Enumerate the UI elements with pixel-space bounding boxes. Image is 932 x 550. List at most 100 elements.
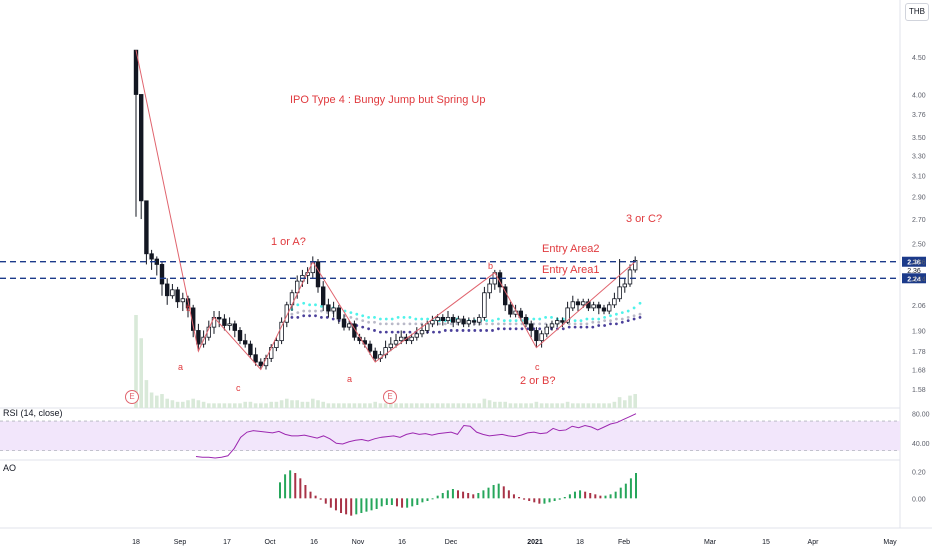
ao-bar — [289, 470, 292, 499]
volume-bar — [607, 403, 611, 408]
ao-bar — [533, 498, 536, 503]
ma-slow-dot — [479, 329, 483, 332]
ma-fast-dot — [396, 315, 400, 319]
volume-bar — [409, 403, 414, 408]
ma-mid-dot — [349, 315, 353, 319]
candle-body — [341, 318, 347, 328]
x-tick-label: Nov — [352, 539, 365, 546]
candle-body — [279, 321, 284, 342]
volume-bar — [498, 401, 502, 408]
ma-slow-dot — [455, 329, 459, 332]
candle-body — [388, 343, 393, 348]
ma-slow-dot — [626, 319, 630, 323]
candle-body — [575, 301, 581, 306]
ao-bar — [416, 498, 419, 505]
sub-wave-b1: b — [186, 303, 192, 313]
rsi-pane[interactable] — [0, 413, 900, 459]
ao-bar — [406, 498, 409, 508]
ma-mid-dot — [632, 314, 636, 318]
ao-title[interactable]: AO — [3, 463, 17, 473]
ma-mid-dot — [290, 312, 294, 316]
volume-bar — [363, 403, 367, 408]
candle-body — [315, 261, 321, 288]
candle-body — [164, 283, 170, 297]
price-tick-label: 3.10 — [912, 173, 926, 180]
rsi-tick-label: 80.00 — [912, 412, 930, 419]
candle-body — [471, 320, 477, 323]
candle-body — [596, 304, 601, 309]
level-price-label: 2.36 — [907, 260, 921, 267]
price-tick-label: 3.76 — [912, 112, 926, 119]
volume-bar — [628, 395, 632, 408]
earnings-badge[interactable]: E — [125, 390, 139, 404]
wave-label-1a: 1 or A? — [271, 236, 306, 248]
candle-body — [248, 343, 253, 356]
ao-bar — [594, 494, 597, 499]
ma-fast-dot — [491, 319, 494, 323]
volume-bar — [441, 403, 445, 408]
volume-bar — [394, 403, 398, 408]
x-tick-label: Apr — [808, 539, 820, 546]
ma-mid-dot — [573, 322, 577, 326]
currency-badge[interactable]: THB — [905, 3, 929, 21]
sub-wave-c1: c — [236, 383, 241, 393]
candle-body — [476, 316, 482, 323]
ma-mid-dot — [485, 322, 488, 326]
volume-bar — [602, 403, 606, 408]
earnings-badge-label: E — [129, 392, 135, 401]
rsi-tick-label: 40.00 — [912, 441, 930, 448]
level-price-label: 2.24 — [907, 276, 921, 283]
ma-fast-dot — [544, 315, 547, 319]
candle-body — [320, 286, 326, 306]
ao-bar — [482, 490, 485, 499]
candle-body — [196, 330, 201, 345]
volume-bar — [482, 398, 487, 408]
ma-slow-dot — [379, 330, 382, 334]
candle-body — [414, 333, 419, 338]
ao-bar — [340, 498, 343, 513]
candle-body — [409, 336, 414, 342]
ao-bar — [401, 498, 404, 508]
x-tick-label: 16 — [310, 539, 318, 546]
ma-slow-dot — [526, 327, 530, 331]
volume-bar — [633, 394, 637, 408]
rsi-title[interactable]: RSI (14, close) — [3, 408, 63, 418]
rsi-band — [0, 421, 900, 451]
sub-wave-c2: c — [535, 362, 540, 372]
candle-body — [175, 289, 180, 303]
entry-levels[interactable]: 2.362.242.36 — [0, 256, 926, 284]
candle-body — [529, 323, 534, 331]
volume-bar — [191, 398, 195, 408]
ma-slow-dot — [449, 329, 453, 332]
price-tick-label: 2.90 — [912, 194, 926, 201]
volume-bar — [612, 401, 617, 408]
ma-slow-dot — [290, 315, 294, 319]
ma-fast-dot — [349, 311, 353, 315]
ma-fast-dot — [420, 317, 424, 321]
ma-slow-dot — [502, 327, 506, 331]
ao-pane[interactable] — [279, 470, 637, 516]
x-tick-label: Oct — [265, 539, 276, 546]
candle-body — [294, 280, 300, 294]
candle-body — [544, 326, 549, 335]
x-tick-label: 16 — [398, 539, 406, 546]
volume-bar — [591, 403, 596, 408]
ma-fast-dot — [302, 301, 306, 305]
ma-fast-dot — [638, 301, 642, 305]
price-tick-label: 4.50 — [912, 55, 926, 62]
earnings-badge[interactable]: E — [383, 390, 397, 404]
ma-slow-dot — [615, 322, 618, 326]
volume-bar — [508, 403, 513, 408]
candle-body — [149, 253, 154, 260]
volume-bar — [461, 403, 466, 408]
candle-body — [180, 298, 185, 303]
volume-bar — [477, 403, 481, 408]
currency-label: THB — [909, 7, 925, 16]
candles[interactable] — [133, 49, 638, 370]
candle-body — [549, 323, 555, 328]
ma-mid-dot — [438, 322, 441, 326]
volume-bars — [134, 315, 637, 408]
candle-body — [424, 323, 430, 331]
